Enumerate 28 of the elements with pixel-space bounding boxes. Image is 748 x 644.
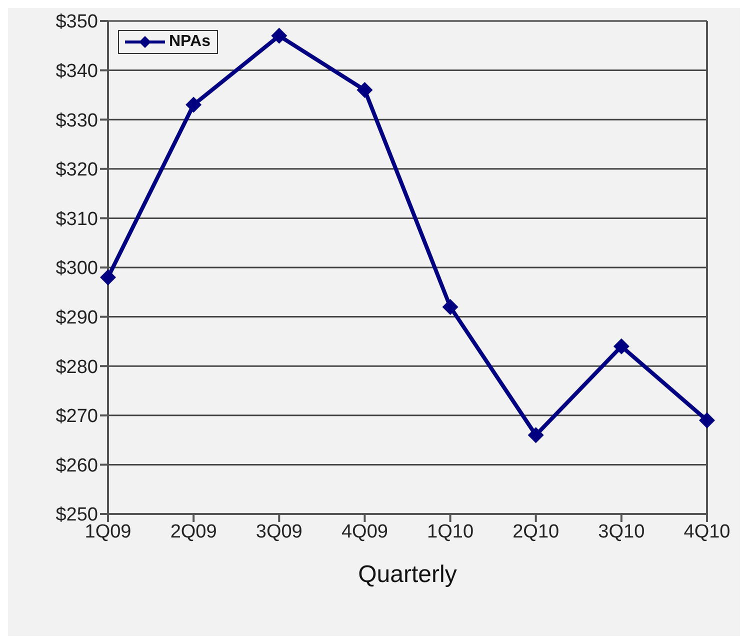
y-tick-label: $320 [56,160,98,181]
x-tick-label: 2Q09 [170,521,217,542]
y-tick-label: $270 [56,406,98,428]
y-tick-label: $290 [56,308,98,329]
x-axis-title: Quarterly [358,561,457,588]
x-tick-label: 3Q09 [256,521,302,542]
x-tick-label: 3Q10 [598,521,645,542]
y-tick-label: $350 [56,12,98,33]
x-tick-label: 4Q09 [341,521,388,542]
x-tick-label: 1Q10 [427,521,474,542]
point [613,338,630,354]
y-tick-label: $330 [56,110,98,132]
point [186,96,202,113]
y-tick-label: $340 [56,61,98,82]
x-tick-label: 4Q10 [684,521,730,542]
point [528,427,544,444]
y-tick-label: $300 [56,258,98,280]
legend-label: NPAs [169,33,210,51]
point [356,82,373,98]
point [699,412,715,428]
y-tick-label: $310 [56,208,98,230]
y-tick-label: $260 [56,455,98,476]
point [100,269,116,286]
point [271,28,288,44]
x-tick-label: 1Q09 [84,521,132,542]
y-tick-label: $280 [56,356,98,378]
point [442,298,458,315]
x-tick-label: 2Q10 [512,521,560,542]
